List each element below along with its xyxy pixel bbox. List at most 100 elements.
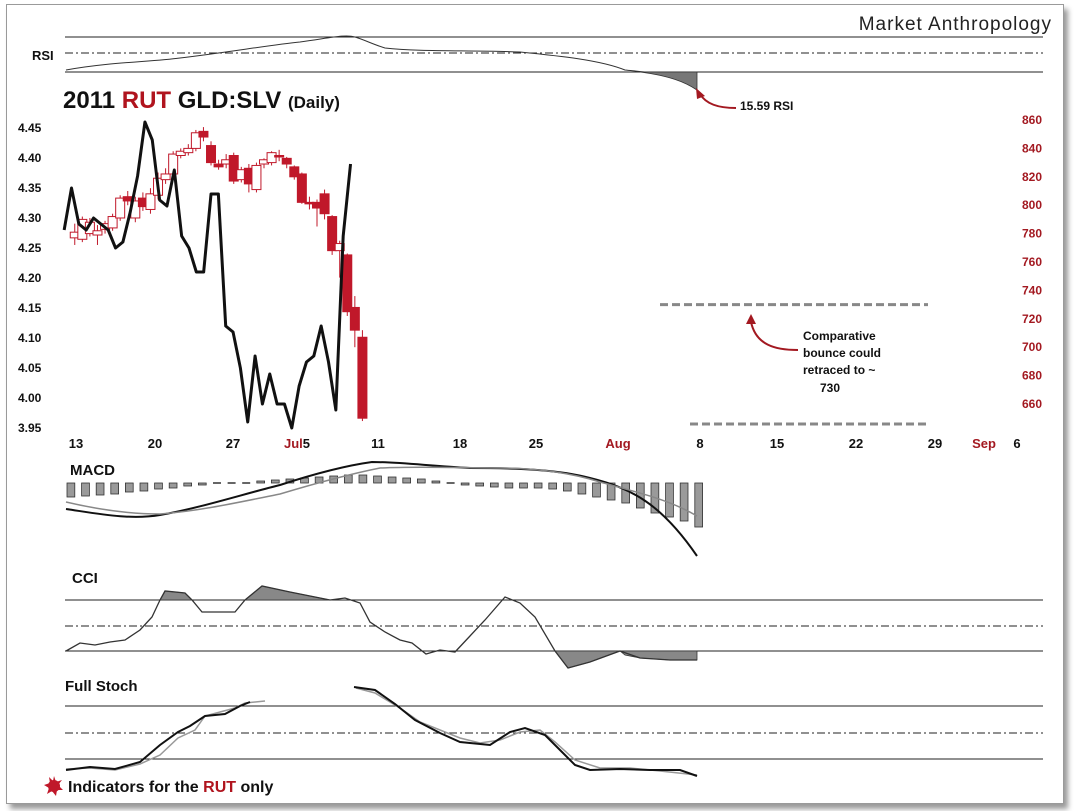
candle-body xyxy=(175,150,186,157)
left-axis-tick: 3.95 xyxy=(18,421,42,435)
rsi-oversold-fill xyxy=(639,71,698,91)
footnote-post: only xyxy=(240,779,273,796)
macd-bar xyxy=(504,482,514,489)
bounce-note-line-1: Comparative xyxy=(803,329,876,343)
macd-bar xyxy=(270,479,280,484)
candle-body xyxy=(190,132,201,149)
bounce-note-line-3: retraced to ~ xyxy=(803,363,875,377)
left-axis-tick: 4.25 xyxy=(18,241,42,255)
macd-label: MACD xyxy=(70,462,115,479)
macd-signal-line xyxy=(65,466,698,517)
macd-bar xyxy=(606,482,616,501)
macd-bar xyxy=(81,482,90,497)
candle-body xyxy=(296,173,307,203)
footnote-ticker: RUT xyxy=(203,779,236,796)
bounce-note-line-4: 730 xyxy=(820,381,840,395)
x-axis-tick: Sep xyxy=(972,436,996,451)
right-axis-tick: 840 xyxy=(1022,141,1042,155)
rsi-annotation: 15.59 RSI xyxy=(740,99,793,113)
x-axis-tick: 20 xyxy=(148,436,162,451)
macd-bar xyxy=(402,477,411,484)
macd-bar xyxy=(95,482,105,496)
brand-name: Market Anthropology xyxy=(859,14,1052,35)
candle-body xyxy=(266,152,277,164)
footnote-text: Indicators for the RUT only xyxy=(68,779,273,796)
rsi-line xyxy=(65,35,698,91)
macd-bar xyxy=(387,476,397,484)
left-axis-tick: 4.10 xyxy=(18,331,42,345)
left-axis-tick: 4.35 xyxy=(18,181,42,195)
x-axis-tick: 8 xyxy=(696,436,703,451)
candle-body xyxy=(228,155,239,182)
chart-title: 2011 RUT GLD:SLV (Daily) xyxy=(63,87,340,114)
x-axis-tick: 11 xyxy=(371,436,385,451)
candle-body xyxy=(92,230,103,236)
candle-body xyxy=(198,130,209,138)
title-ticker: RUT xyxy=(122,87,172,114)
cci-line xyxy=(65,585,697,669)
macd-bar xyxy=(665,482,674,518)
macd-bar xyxy=(373,475,382,484)
title-period: (Daily) xyxy=(288,93,340,112)
candle-body xyxy=(183,147,194,154)
left-axis-tick: 4.00 xyxy=(18,391,42,405)
macd-bar xyxy=(66,482,76,498)
left-axis-tick: 4.30 xyxy=(18,211,42,225)
macd-bar xyxy=(197,482,207,486)
x-axis-tick: 15 xyxy=(770,436,784,451)
x-axis-tick: 29 xyxy=(928,436,942,451)
right-axis-tick: 780 xyxy=(1022,227,1042,241)
chart-frame xyxy=(6,4,1064,804)
burst-icon xyxy=(44,776,63,796)
macd-bar xyxy=(548,482,557,490)
rsi-arrowhead xyxy=(696,88,705,99)
macd-bar xyxy=(533,482,543,489)
stoch-label: Full Stoch xyxy=(65,678,138,695)
macd-bar xyxy=(577,482,587,495)
x-axis-tick: 22 xyxy=(849,436,863,451)
candle-body xyxy=(206,145,217,164)
candle-body xyxy=(289,166,300,178)
candle-body xyxy=(251,164,262,191)
macd-bar xyxy=(416,478,426,484)
stoch-k-line xyxy=(353,686,698,777)
right-axis-tick: 860 xyxy=(1022,113,1042,127)
macd-bar xyxy=(460,482,470,486)
macd-bar xyxy=(694,482,703,528)
stoch-signal-line xyxy=(65,700,266,771)
right-axis-tick: 820 xyxy=(1022,170,1042,184)
footnote-pre: Indicators for the xyxy=(68,779,199,796)
macd-bar xyxy=(110,482,120,495)
candle-body xyxy=(319,193,330,215)
macd-bar xyxy=(154,482,163,490)
gld-slv-line xyxy=(62,120,353,430)
left-axis-tick: 4.45 xyxy=(18,121,42,135)
left-axis-tick: 4.15 xyxy=(18,301,42,315)
cci-label: CCI xyxy=(72,570,98,587)
macd-bar xyxy=(125,482,134,493)
candle-body xyxy=(281,157,292,165)
right-axis-tick: 700 xyxy=(1022,340,1042,354)
stoch-k-line xyxy=(65,701,251,771)
right-axis-tick: 740 xyxy=(1022,283,1042,297)
macd-bar xyxy=(519,482,528,489)
candle-body xyxy=(213,163,224,168)
x-axis-tick: Aug xyxy=(605,436,630,451)
macd-bar xyxy=(431,480,441,484)
macd-bar xyxy=(256,480,265,484)
candle-body xyxy=(357,336,368,419)
left-axis-tick: 4.20 xyxy=(18,271,42,285)
macd-bar xyxy=(358,474,368,484)
macd-bar xyxy=(679,482,689,522)
macd-bar xyxy=(621,482,630,504)
macd-bar xyxy=(168,482,178,489)
title-ratio: GLD:SLV xyxy=(178,87,282,114)
macd-line xyxy=(65,460,698,557)
right-axis-tick: 660 xyxy=(1022,397,1042,411)
candle-body xyxy=(342,254,353,313)
rsi-arrow xyxy=(699,93,737,109)
x-axis-tick: 25 xyxy=(529,436,543,451)
stoch-signal-line xyxy=(355,687,698,776)
candle-body xyxy=(115,197,126,219)
bounce-note-line-2: bounce could xyxy=(803,346,881,360)
